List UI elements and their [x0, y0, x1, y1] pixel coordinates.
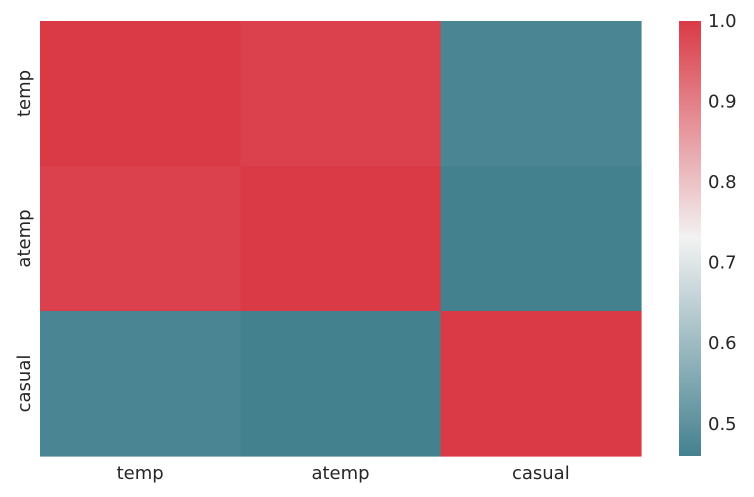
colorbar-tick-labels: 0.5 0.6 0.7 0.8 0.9 1.0: [708, 11, 737, 435]
y-tick-label: temp: [14, 70, 35, 117]
heatmap-cell-casual-temp: [40, 311, 241, 457]
y-axis-tick-labels: temp atemp casual: [14, 70, 35, 412]
heatmap-cell-atemp-temp: [40, 166, 241, 312]
heatmap-cell-temp-casual: [440, 21, 642, 167]
heatmap-cell-atemp-atemp: [240, 166, 442, 312]
heatmap-cell-casual-atemp: [240, 311, 442, 457]
heatmap-cell-temp-atemp: [240, 21, 442, 167]
colorbar: [679, 21, 701, 456]
heatmap-cell-casual-casual: [440, 311, 642, 457]
x-tick-label: casual: [512, 463, 570, 484]
colorbar-tick-label: 0.9: [708, 92, 737, 113]
x-axis-tick-labels: temp atemp casual: [117, 463, 570, 484]
heatmap-cell-atemp-casual: [440, 166, 642, 312]
colorbar-tick-label: 0.8: [708, 172, 737, 193]
colorbar-tick-label: 1.0: [708, 11, 737, 32]
colorbar-tick-label: 0.7: [708, 253, 737, 274]
heatmap-cell-temp-temp: [40, 21, 241, 167]
y-tick-label: atemp: [14, 209, 35, 267]
colorbar-tick-label: 0.6: [708, 333, 737, 354]
y-tick-label: casual: [14, 355, 35, 413]
x-tick-label: temp: [117, 463, 164, 484]
colorbar-tick-label: 0.5: [708, 414, 737, 435]
x-tick-label: atemp: [311, 463, 369, 484]
heatmap-cells: [40, 21, 642, 457]
